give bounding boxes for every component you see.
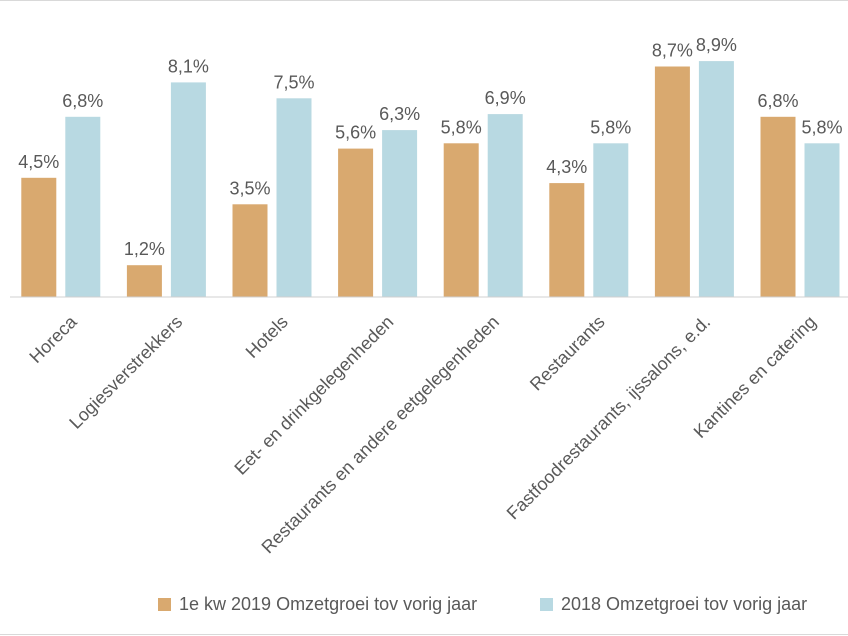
data-label-s2-4: 6,9%	[485, 88, 526, 108]
top-border	[0, 0, 848, 1]
bar-s1-3	[338, 148, 374, 297]
bar-s2-6	[698, 61, 734, 297]
data-label-s2-6: 8,9%	[696, 35, 737, 55]
category-label-5: Restaurants	[526, 312, 609, 395]
bar-s2-7	[804, 143, 840, 297]
data-label-s1-0: 4,5%	[18, 152, 59, 172]
data-label-s2-7: 5,8%	[801, 117, 842, 137]
data-labels-group: 4,5%6,8%1,2%8,1%3,5%7,5%5,6%6,3%5,8%6,9%…	[18, 35, 842, 259]
data-label-s2-1: 8,1%	[168, 56, 209, 76]
bar-s2-5	[593, 143, 629, 297]
legend-item-series-1: 1e kw 2019 Omzetgroei tov vorig jaar	[158, 594, 477, 615]
legend-label-series-2: 2018 Omzetgroei tov vorig jaar	[561, 594, 808, 614]
bar-s2-3	[382, 130, 418, 297]
category-label-1: Logiesverstrekkers	[65, 312, 186, 433]
legend-item-series-2: 2018 Omzetgroei tov vorig jaar	[540, 594, 807, 615]
bar-chart: 4,5%6,8%1,2%8,1%3,5%7,5%5,6%6,3%5,8%6,9%…	[10, 35, 848, 557]
legend: 1e kw 2019 Omzetgroei tov vorig jaar 201…	[0, 594, 848, 616]
data-label-s1-2: 3,5%	[229, 178, 270, 198]
bar-s1-7	[760, 116, 796, 297]
legend-swatch-series-1	[158, 598, 171, 611]
category-label-6: Fastfoodrestaurants, ijssalons, e.d.	[503, 312, 715, 524]
bar-s1-2	[232, 204, 268, 298]
bars-group	[21, 61, 840, 298]
data-label-s2-5: 5,8%	[590, 117, 631, 137]
data-label-s1-5: 4,3%	[546, 157, 587, 177]
legend-label-series-1: 1e kw 2019 Omzetgroei tov vorig jaar	[179, 594, 478, 614]
bar-s1-6	[654, 66, 690, 297]
category-label-4: Restaurants en andere eetgelegenheden	[258, 312, 504, 558]
data-label-s1-1: 1,2%	[124, 239, 165, 259]
data-label-s1-4: 5,8%	[441, 117, 482, 137]
bottom-border	[0, 634, 848, 635]
bar-s1-5	[549, 183, 585, 297]
data-label-s2-0: 6,8%	[62, 91, 103, 111]
data-label-s2-2: 7,5%	[273, 72, 314, 92]
bar-s1-1	[126, 265, 162, 297]
category-label-0: Horeca	[26, 311, 82, 367]
bar-s2-1	[170, 82, 206, 298]
category-label-2: Hotels	[242, 312, 292, 362]
bar-s2-2	[276, 98, 312, 298]
bar-s1-4	[443, 143, 479, 297]
data-label-s1-3: 5,6%	[335, 123, 376, 143]
legend-swatch-series-2	[540, 598, 553, 611]
bar-s2-4	[487, 114, 523, 297]
data-label-s2-3: 6,3%	[379, 104, 420, 124]
data-label-s1-7: 6,8%	[757, 91, 798, 111]
data-label-s1-6: 8,7%	[652, 41, 693, 61]
bar-s1-0	[21, 177, 57, 298]
category-label-7: Kantines en catering	[690, 312, 820, 442]
bar-s2-0	[65, 116, 101, 297]
